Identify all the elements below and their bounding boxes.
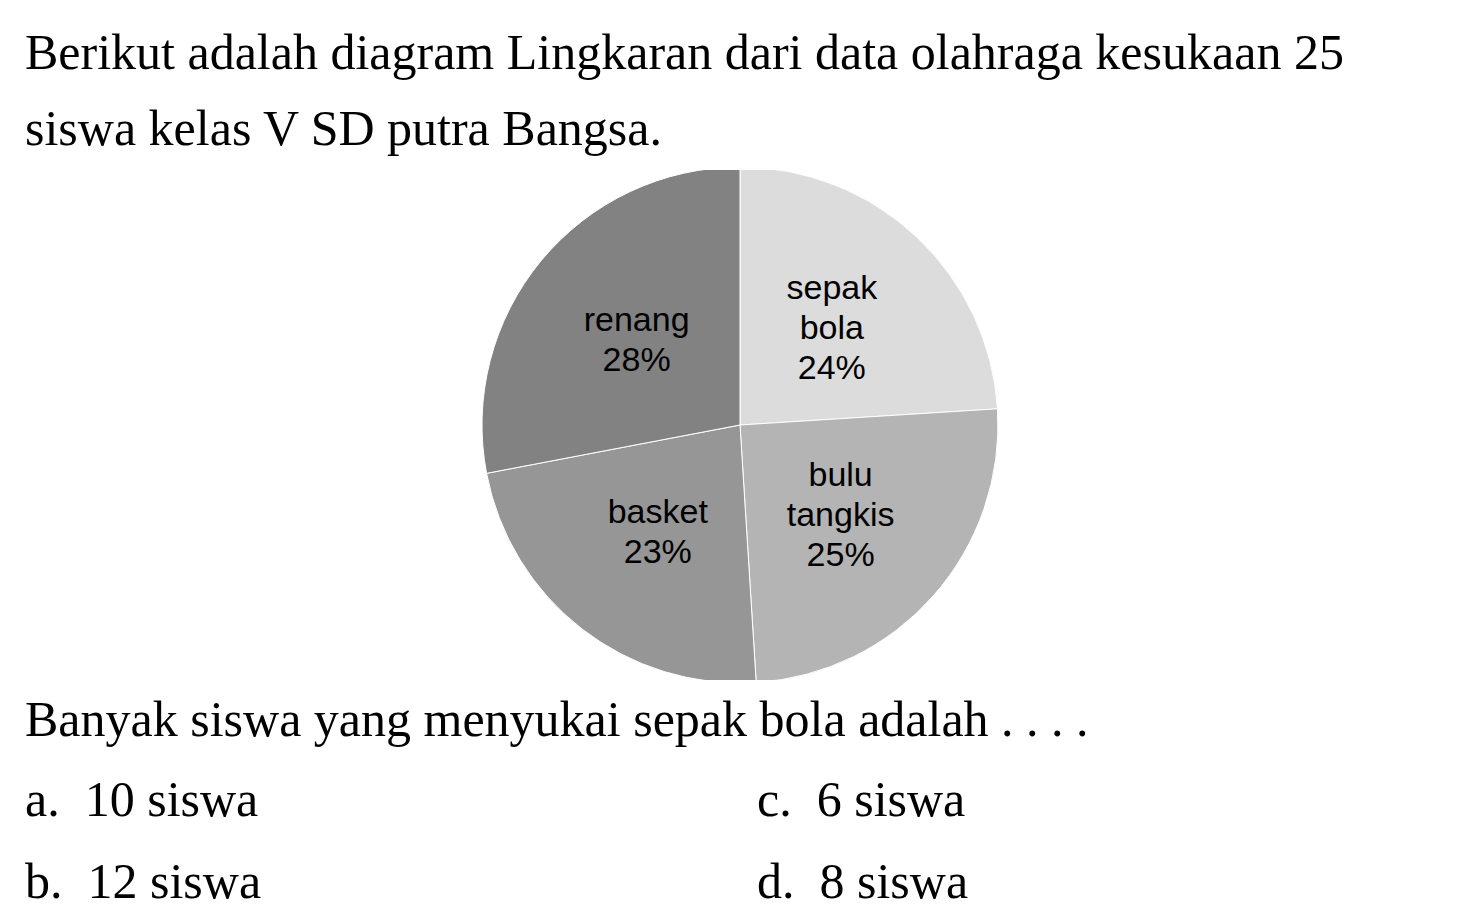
svg-text:sepakbola24%: sepakbola24%	[786, 268, 878, 386]
html-text:a. 10 siswa: a. 10 siswa	[25, 771, 259, 827]
html-text:b. 12 siswa: b. 12 siswa	[25, 853, 262, 909]
html-text:Berikut adalah diagram Lingkar: Berikut adalah diagram Lingkaran dari da…	[25, 24, 1344, 156]
svg-text:renang28%: renang28%	[584, 300, 690, 378]
html-text:c. 6 siswa: c. 6 siswa	[757, 771, 966, 827]
svg-text:basket23%: basket23%	[608, 492, 709, 570]
html-text:Banyak siswa yang menyukai sep: Banyak siswa yang menyukai sepak bola ad…	[25, 691, 1089, 747]
html-text:d. 8 siswa: d. 8 siswa	[757, 853, 969, 909]
svg-text:bulutangkis25%: bulutangkis25%	[787, 455, 895, 573]
